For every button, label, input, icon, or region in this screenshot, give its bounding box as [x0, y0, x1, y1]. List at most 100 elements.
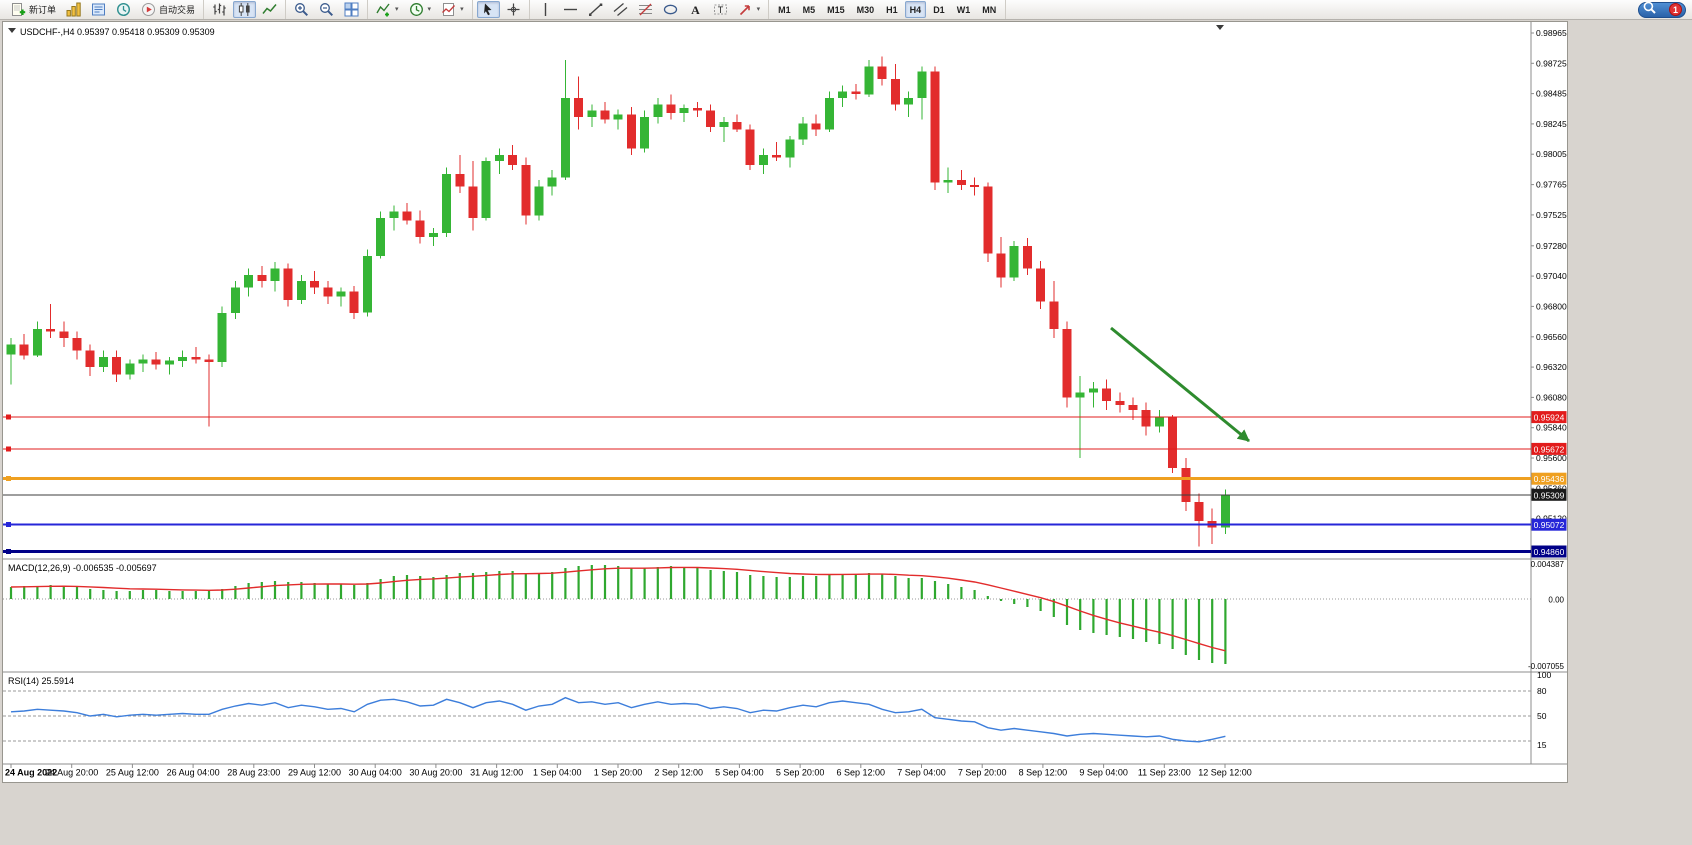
svg-text:8 Sep 12:00: 8 Sep 12:00: [1019, 768, 1068, 778]
svg-text:0.97765: 0.97765: [1536, 180, 1567, 190]
horizontal-line-095072[interactable]: [3, 522, 1531, 528]
chevron-down-icon: ▾: [460, 6, 464, 13]
horizontal-line-095924[interactable]: [3, 414, 1531, 420]
svg-text:28 Aug 23:00: 28 Aug 23:00: [227, 768, 280, 778]
horizontal-line-button[interactable]: [559, 1, 582, 18]
svg-text:29 Aug 12:00: 29 Aug 12:00: [288, 768, 341, 778]
zoom-in-button[interactable]: [290, 1, 313, 18]
button-label: D1: [933, 4, 945, 15]
line-chart-icon: [262, 2, 277, 17]
tile-windows-icon: [344, 2, 359, 17]
crosshair-button[interactable]: [502, 1, 525, 18]
horizontal-line-095436[interactable]: [3, 476, 1531, 482]
candles-icon: [237, 2, 252, 17]
timeframe-mn-button[interactable]: MN: [977, 1, 1001, 18]
templates-button[interactable]: ▾: [437, 1, 468, 18]
panel-separators: [3, 22, 1567, 765]
button-label: W1: [956, 4, 971, 15]
trendline-button[interactable]: [584, 1, 607, 18]
svg-text:0.98245: 0.98245: [1536, 119, 1567, 129]
channel-button[interactable]: [609, 1, 632, 18]
rsi-line: [10, 696, 1226, 743]
autotrade-icon: [141, 2, 156, 17]
charts-button[interactable]: [62, 1, 85, 18]
svg-text:-0.007055: -0.007055: [1528, 662, 1565, 671]
timeframe-h1-button[interactable]: H1: [881, 1, 903, 18]
crosshair-icon: [506, 2, 521, 17]
timeframe-h4-button[interactable]: H4: [904, 1, 927, 18]
svg-text:9 Sep 04:00: 9 Sep 04:00: [1079, 768, 1128, 778]
text-button[interactable]: A: [684, 1, 707, 18]
candlestick-chart-button[interactable]: [233, 1, 257, 18]
button-label: M5: [802, 4, 816, 15]
svg-text:7 Sep 20:00: 7 Sep 20:00: [958, 768, 1007, 778]
new-order-button[interactable]: 新订单: [7, 1, 60, 18]
horizontal-line-095672[interactable]: [3, 446, 1531, 452]
chart-type-group: [204, 0, 287, 19]
button-label: H4: [909, 4, 922, 15]
text-icon: A: [688, 2, 703, 17]
trade-group: 新订单 自动交易: [3, 0, 205, 19]
chart-canvas[interactable]: 0.98965 0.98725 0.98485 0.98245 0.98005 0.977…: [3, 22, 1567, 782]
timeframe-m30-button[interactable]: M30: [852, 1, 880, 18]
svg-text:T: T: [717, 5, 723, 15]
timeframe-m15-button[interactable]: M15: [822, 1, 850, 18]
svg-text:5 Sep 04:00: 5 Sep 04:00: [715, 768, 764, 778]
timeframe-d1-button[interactable]: D1: [928, 1, 950, 18]
svg-text:0.98965: 0.98965: [1536, 28, 1567, 38]
bars-icon: [212, 2, 227, 17]
data-window-icon: [116, 2, 131, 17]
cursor-icon: [481, 2, 496, 17]
shapes-button[interactable]: [659, 1, 682, 18]
chevron-down-icon: ▾: [427, 6, 432, 13]
zoom-out-icon: [319, 2, 334, 17]
label-button[interactable]: T: [709, 1, 732, 18]
timeframe-w1-button[interactable]: W1: [952, 1, 976, 18]
shapes-icon: [663, 2, 678, 17]
horizontal-line-094860[interactable]: [3, 549, 1531, 554]
market-watch-icon: [91, 2, 106, 17]
data-window-button[interactable]: [112, 1, 135, 18]
svg-text:24 Aug 20:00: 24 Aug 20:00: [45, 768, 98, 778]
search-area[interactable]: 1: [1638, 0, 1686, 20]
svg-text:100: 100: [1537, 670, 1551, 680]
market-watch-button[interactable]: [87, 1, 110, 18]
svg-text:6 Sep 12:00: 6 Sep 12:00: [837, 768, 886, 778]
search-icon[interactable]: [1642, 0, 1657, 20]
vertical-line-button[interactable]: [534, 1, 557, 18]
svg-text:2 Sep 12:00: 2 Sep 12:00: [654, 768, 703, 778]
svg-text:0.95309: 0.95309: [1534, 490, 1565, 500]
notification-badge[interactable]: 1: [1669, 3, 1682, 16]
toolbar: 新订单 自动交易 ▾ ▾ ▾ A T ▾ M1 M5 M15 M30 H1 H4 D1 W1 MN 1: [0, 0, 1692, 20]
chart-window: 0.98965 0.98725 0.98485 0.98245 0.98005 0.977…: [2, 21, 1568, 783]
svg-text:0.95360: 0.95360: [1536, 483, 1567, 493]
zoom-in-icon: [294, 2, 309, 17]
button-label: 自动交易: [159, 5, 196, 15]
button-label: MN: [982, 4, 997, 15]
periods-button[interactable]: ▾: [405, 1, 436, 18]
timeframe-m5-button[interactable]: M5: [798, 1, 821, 18]
zoom-out-button[interactable]: [315, 1, 338, 18]
bar-chart-button[interactable]: [208, 1, 231, 18]
svg-text:0.98005: 0.98005: [1536, 149, 1567, 159]
price-axis[interactable]: 0.98965 0.98725 0.98485 0.98245 0.98005 0.977…: [1531, 28, 1567, 524]
fibonacci-icon: [638, 2, 653, 17]
indicators-button[interactable]: ▾: [372, 1, 403, 18]
svg-text:15: 15: [1537, 740, 1547, 750]
svg-text:0.97280: 0.97280: [1536, 241, 1567, 251]
svg-text:80: 80: [1537, 686, 1547, 696]
arrows-button[interactable]: ▾: [734, 1, 765, 18]
cursor-button[interactable]: [476, 1, 500, 18]
svg-text:30 Aug 20:00: 30 Aug 20:00: [409, 768, 462, 778]
svg-text:30 Aug 04:00: 30 Aug 04:00: [349, 768, 402, 778]
timeframe-m1-button[interactable]: M1: [773, 1, 796, 18]
tile-windows-button[interactable]: [340, 1, 363, 18]
fibonacci-button[interactable]: [634, 1, 657, 18]
macd-panel: MACD(12,26,9) -0.006535 -0.005697 0.00438…: [3, 560, 1565, 671]
scroll-shift-marker[interactable]: [1216, 25, 1224, 30]
line-chart-button[interactable]: [258, 1, 281, 18]
new-order-icon: [11, 2, 26, 17]
trend-arrow[interactable]: [1110, 326, 1250, 443]
autotrade-button[interactable]: 自动交易: [137, 1, 199, 18]
